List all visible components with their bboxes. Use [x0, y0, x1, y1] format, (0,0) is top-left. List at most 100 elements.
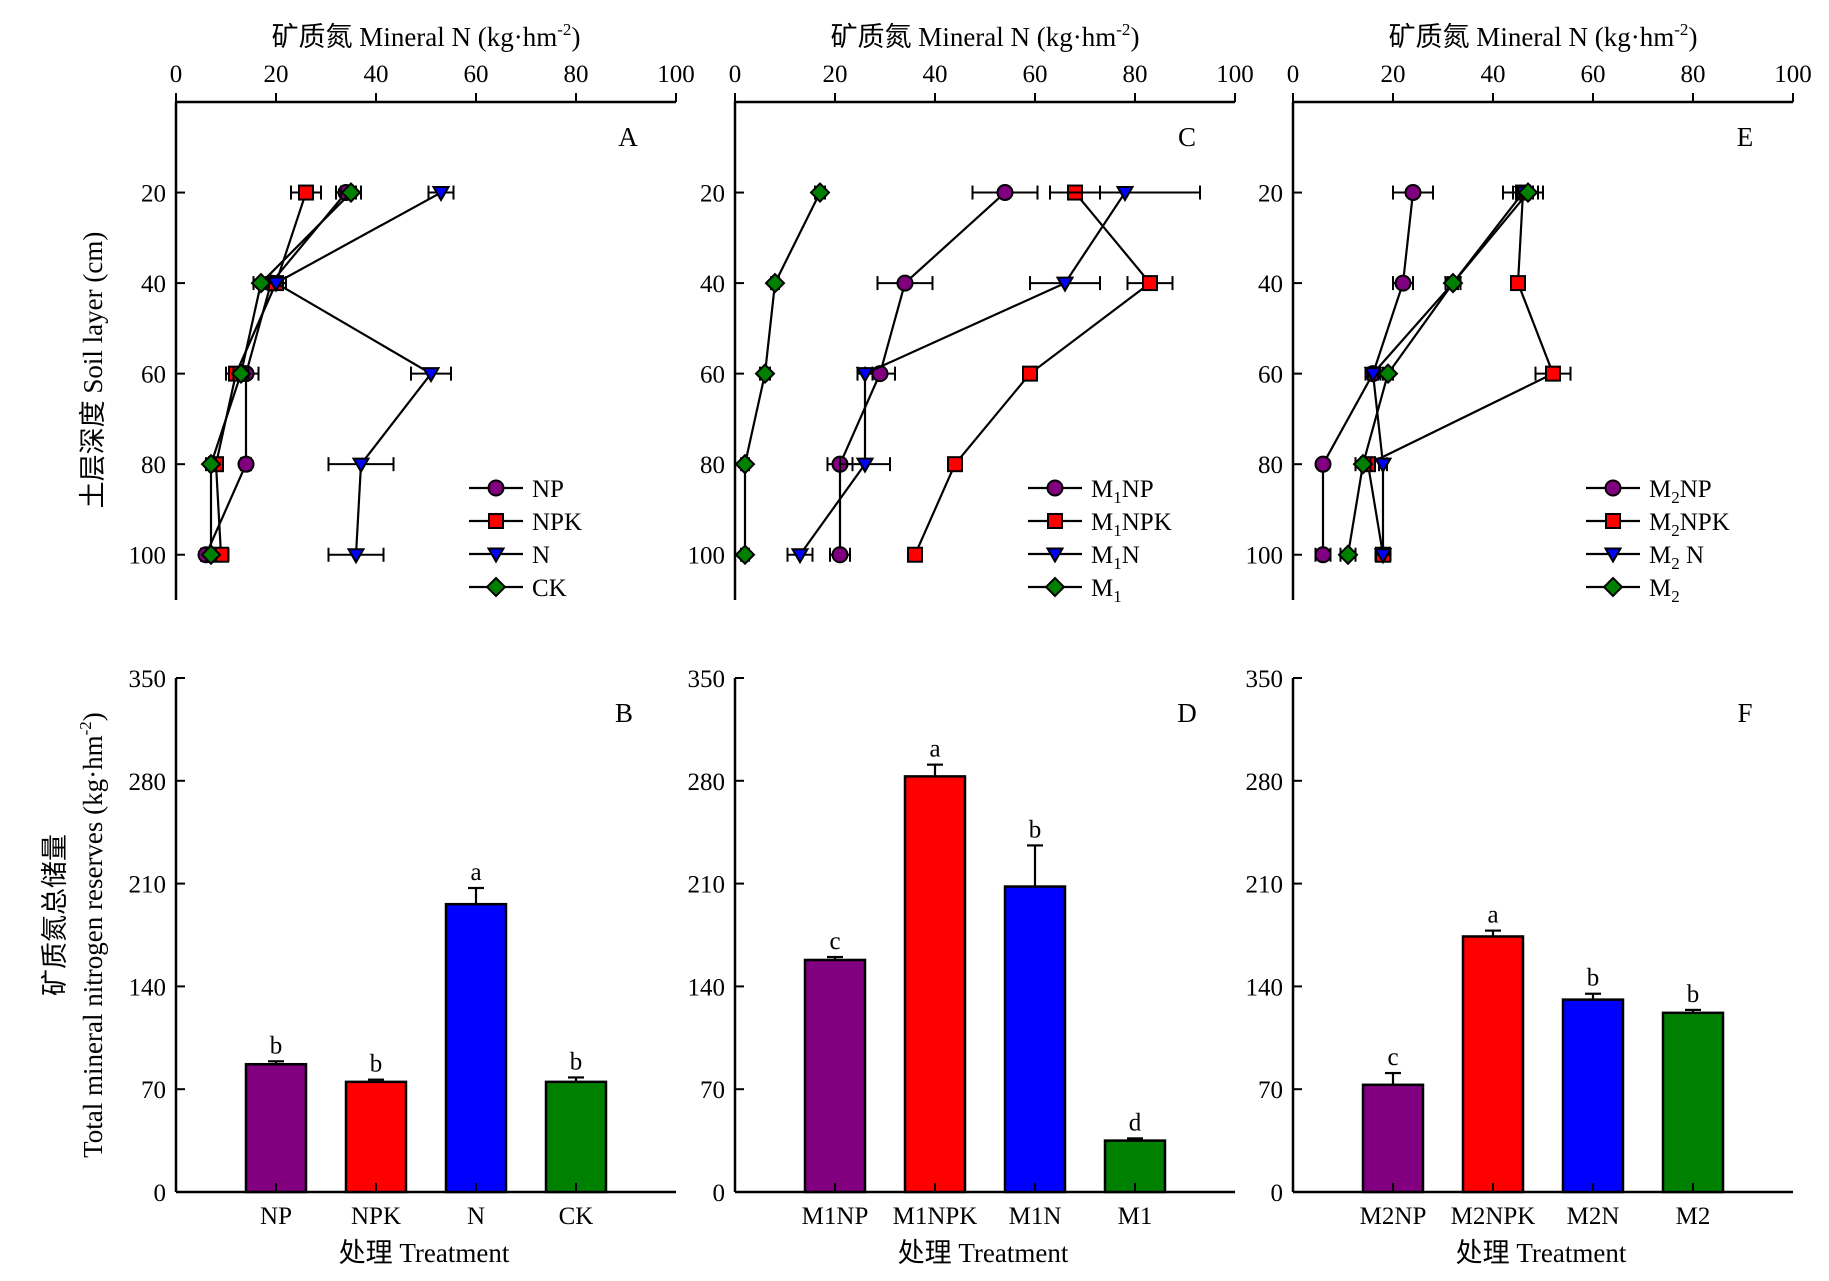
- legend-label: M2NP: [1649, 476, 1712, 507]
- legend-label: NP: [532, 476, 564, 503]
- data-point: [1404, 184, 1422, 202]
- legend-marker: [1604, 479, 1622, 497]
- legend-marker: [486, 547, 506, 564]
- panel-letter: D: [1177, 698, 1197, 728]
- x-tick-label: 80: [1123, 61, 1148, 88]
- legend-marker: [1047, 513, 1063, 529]
- data-point: [298, 184, 314, 201]
- bar-ck: [544, 1080, 608, 1194]
- data-point: [431, 186, 451, 203]
- data-point: [230, 363, 252, 385]
- bar-panel-d: 0 70 140 210 280 350 Dc M1NP a M1NPK b M1N d M1 处理 Tre…: [688, 666, 1235, 1268]
- x-axis-title: 矿质氮 Mineral N (kg·hm-2): [831, 20, 1140, 52]
- x-tick-label: M2: [1676, 1203, 1711, 1230]
- legend-marker: [1045, 547, 1065, 564]
- series-line: [799, 191, 1126, 556]
- series-m1npk: [907, 184, 1174, 563]
- y-tick-label: 350: [129, 666, 167, 693]
- depth-profile-panel-c: 0 20 40 60 80 100 20 40 60 80 100 矿质氮 Mineral N (kg…: [688, 20, 1254, 606]
- x-tick-label: M1NP: [802, 1203, 869, 1230]
- data-point: [1373, 457, 1393, 474]
- x-tick-label: 40: [1481, 61, 1506, 88]
- data-point: [237, 455, 255, 473]
- x-tick-label: 40: [364, 61, 389, 88]
- x-tick-label: 100: [657, 61, 695, 88]
- data-point: [790, 548, 810, 565]
- y-axis-title-reserves-cn: 矿质氮总储量: [40, 834, 70, 996]
- y-tick-label: 350: [1246, 666, 1284, 693]
- legend-marker: [1605, 513, 1621, 529]
- series-m1n: [786, 185, 1201, 565]
- y-tick-label: 20: [700, 181, 725, 208]
- legend-label: M1NPK: [1091, 509, 1172, 540]
- data-point: [754, 363, 776, 385]
- data-point: [1022, 365, 1038, 382]
- y-tick-label: 210: [129, 872, 167, 899]
- legend-marker: [488, 513, 504, 529]
- data-point: [855, 367, 875, 384]
- x-tick-label: 40: [923, 61, 948, 88]
- data-point: [1314, 546, 1332, 564]
- data-point: [764, 272, 786, 294]
- data-point: [734, 453, 756, 475]
- y-tick-label: 70: [141, 1077, 166, 1104]
- depth-profile-panel-e: 0 20 40 60 80 100 20 40 60 80 100 矿质氮 Mineral N (kg…: [1246, 20, 1812, 606]
- significance-label: b: [570, 1048, 583, 1075]
- significance-label: a: [470, 859, 481, 886]
- legend-label: N: [532, 542, 550, 569]
- data-point: [351, 457, 371, 474]
- legend-label: M1: [1091, 575, 1122, 606]
- significance-label: b: [370, 1051, 383, 1078]
- data-point: [1115, 186, 1135, 203]
- significance-label: b: [1029, 816, 1042, 843]
- data-point: [421, 367, 441, 384]
- panel-letter: A: [618, 122, 638, 152]
- bar-m1npk: [903, 775, 967, 1194]
- data-point: [200, 544, 222, 566]
- data-point: [831, 546, 849, 564]
- y-tick-label: 40: [1258, 271, 1283, 298]
- data-point: [266, 276, 286, 293]
- data-point: [1055, 276, 1075, 293]
- y-tick-label: 100: [688, 543, 726, 570]
- y-tick-label: 20: [141, 181, 166, 208]
- legend-label: M2: [1649, 575, 1680, 606]
- data-point: [907, 546, 923, 563]
- y-tick-label: 350: [688, 666, 726, 693]
- y-tick-label: 210: [1246, 872, 1284, 899]
- x-axis-title: 处理 Treatment: [898, 1238, 1069, 1268]
- x-tick-label: 0: [1287, 61, 1300, 88]
- legend-label: M1NP: [1091, 476, 1154, 507]
- y-tick-label: 140: [129, 974, 167, 1001]
- x-tick-label: 20: [1381, 61, 1406, 88]
- legend-label: M1N: [1091, 542, 1140, 573]
- bar-n: [444, 902, 508, 1194]
- legend-label: M2NPK: [1649, 509, 1730, 540]
- data-point: [947, 456, 963, 473]
- y-tick-label: 80: [700, 452, 725, 479]
- x-tick-label: 20: [264, 61, 289, 88]
- data-point: [200, 453, 222, 475]
- significance-label: a: [1487, 902, 1498, 929]
- significance-label: c: [829, 928, 840, 955]
- x-tick-label: 60: [464, 61, 489, 88]
- y-tick-label: 70: [700, 1077, 725, 1104]
- y-tick-label: 70: [1258, 1077, 1283, 1104]
- y-tick-label: 100: [1246, 543, 1284, 570]
- x-tick-label: 60: [1581, 61, 1606, 88]
- panel-letter: B: [615, 698, 633, 728]
- y-tick-label: 60: [1258, 362, 1283, 389]
- x-tick-label: M2N: [1567, 1203, 1620, 1230]
- y-tick-label: 80: [141, 452, 166, 479]
- x-tick-label: 0: [170, 61, 183, 88]
- data-point: [1314, 455, 1332, 473]
- x-tick-label: M1NPK: [893, 1203, 978, 1230]
- y-tick-label: 280: [129, 769, 167, 796]
- data-point: [855, 457, 875, 474]
- data-point: [996, 184, 1014, 202]
- y-tick-label: 60: [141, 362, 166, 389]
- x-tick-label: NP: [260, 1203, 292, 1230]
- significance-label: b: [1687, 981, 1700, 1008]
- data-point: [734, 544, 756, 566]
